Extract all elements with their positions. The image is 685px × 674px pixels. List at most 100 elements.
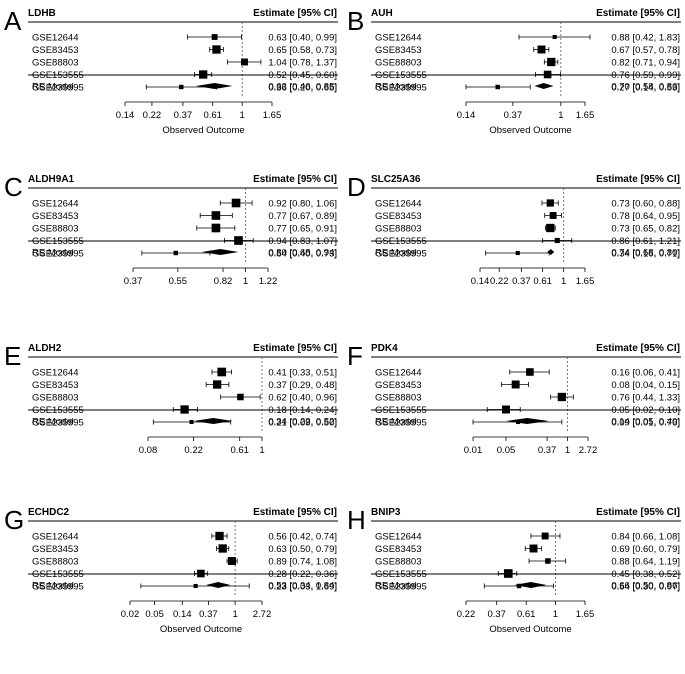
x-tick-label: 0.14	[471, 276, 490, 287]
study-label: GSE88803	[375, 557, 421, 568]
panel-letter: D	[347, 172, 366, 202]
estimate-value: 0.23 [0.03, 1.69]	[268, 582, 337, 593]
summary-value: 0.14 [0.05, 0.40]	[611, 417, 680, 428]
estimate-value: 0.56 [0.42, 0.74]	[268, 532, 337, 543]
panel-title: AUH	[371, 8, 393, 19]
point-estimate	[541, 532, 549, 540]
summary-value: 0.70 [0.58, 0.86]	[611, 82, 680, 93]
estimate-value: 0.63 [0.40, 0.99]	[268, 33, 337, 44]
x-tick-label: 0.61	[230, 445, 249, 456]
x-tick-label: 1	[558, 110, 563, 121]
x-tick-label: 0.37	[174, 110, 193, 121]
estimate-header: Estimate [95% CI]	[596, 343, 680, 354]
point-estimate	[241, 58, 248, 66]
summary-value: 0.66 [0.50, 0.86]	[611, 581, 680, 592]
estimate-value: 0.78 [0.64, 0.95]	[611, 211, 680, 222]
x-tick-label: 0.22	[457, 609, 476, 620]
estimate-header: Estimate [95% CI]	[253, 8, 337, 19]
study-label: GSE12644	[375, 33, 421, 44]
estimate-value: 0.41 [0.33, 0.51]	[268, 368, 337, 379]
summary-label: RE Model	[375, 581, 417, 592]
estimate-value: 0.65 [0.58, 0.73]	[268, 45, 337, 56]
estimate-value: 0.77 [0.67, 0.89]	[268, 211, 337, 222]
x-tick-label: 1	[240, 110, 245, 121]
summary-value: 0.53 [0.34, 0.84]	[268, 581, 337, 592]
study-label: GSE83453	[32, 45, 78, 56]
summary-value: 0.80 [0.68, 0.94]	[268, 248, 337, 259]
x-tick-label: 0.61	[517, 609, 536, 620]
x-tick-label: 0.14	[116, 110, 135, 121]
estimate-header: Estimate [95% CI]	[596, 8, 680, 19]
estimate-value: 0.62 [0.40, 0.96]	[268, 393, 337, 404]
panel-a: A LDHB Estimate [95% CI] GSE12644 0.63 [0.40…	[4, 6, 338, 136]
study-label: GSE88803	[375, 393, 421, 404]
estimate-value: 0.09 [0.01, 0.76]	[611, 418, 680, 429]
estimate-value: 0.37 [0.29, 0.48]	[268, 380, 337, 391]
x-tick-label: 1	[232, 609, 237, 620]
study-label: GSE235995	[375, 249, 427, 260]
summary-label: RE Model	[32, 248, 74, 259]
study-label: GSE83453	[32, 380, 78, 391]
point-estimate	[237, 393, 244, 401]
x-tick-label: 1.65	[263, 110, 282, 121]
study-label: GSE235995	[32, 582, 84, 593]
study-label: GSE12644	[32, 532, 78, 543]
panel-title: LDHB	[28, 8, 56, 19]
x-axis-label: Observed Outcome	[489, 125, 571, 136]
estimate-value: 0.77 [0.65, 0.91]	[268, 224, 337, 235]
point-estimate	[211, 34, 218, 40]
x-tick-label: 0.22	[143, 110, 162, 121]
x-tick-label: 0.61	[203, 110, 222, 121]
panel-e: E ALDH2 Estimate [95% CI] GSE12644 0.41 [0.3…	[4, 341, 338, 456]
panel-h: H BNIP3 Estimate [95% CI] GSE12644 0.84 [0.6…	[347, 505, 681, 635]
study-label: GSE12644	[32, 199, 78, 210]
panel-b: B AUH Estimate [95% CI] GSE12644 0.88 [0.42,…	[347, 6, 681, 136]
panel-title: PDK4	[371, 343, 398, 354]
panel-letter: H	[347, 505, 366, 535]
x-tick-label: 2.72	[253, 609, 272, 620]
estimate-header: Estimate [95% CI]	[253, 174, 337, 185]
x-tick-label: 0.08	[139, 445, 158, 456]
estimate-header: Estimate [95% CI]	[253, 507, 337, 518]
panel-letter: G	[4, 505, 24, 535]
x-tick-label: 1	[243, 276, 248, 287]
study-label: GSE88803	[375, 224, 421, 235]
panel-letter: C	[4, 172, 23, 202]
point-estimate	[217, 367, 227, 377]
summary-label: RE Model	[375, 417, 417, 428]
panel-title: ECHDC2	[28, 507, 70, 518]
x-tick-label: 0.82	[214, 276, 233, 287]
x-tick-label: 0.01	[464, 445, 483, 456]
point-estimate	[211, 223, 221, 233]
estimate-value: 0.92 [0.80, 1.06]	[268, 199, 337, 210]
study-label: GSE235995	[32, 83, 84, 94]
summary-label: RE Model	[32, 82, 74, 93]
point-estimate	[546, 223, 555, 233]
point-estimate	[557, 392, 566, 402]
study-label: GSE12644	[375, 532, 421, 543]
study-label: GSE235995	[32, 249, 84, 260]
study-label: GSE88803	[32, 557, 78, 568]
point-estimate	[529, 544, 538, 553]
study-label: GSE235995	[375, 582, 427, 593]
x-tick-label: 0.37	[199, 609, 218, 620]
point-estimate	[549, 212, 557, 219]
study-label: GSE88803	[32, 393, 78, 404]
study-label: GSE83453	[375, 211, 421, 222]
point-estimate	[231, 198, 241, 208]
panel-f: F PDK4 Estimate [95% CI] GSE12644 0.16 [0.06…	[347, 341, 681, 456]
panel-title: BNIP3	[371, 507, 401, 518]
panel-g: G ECHDC2 Estimate [95% CI] GSE12644 0.56 [0.…	[4, 505, 338, 635]
panel-d: D SLC25A36 Estimate [95% CI] GSE12644 0.73 […	[347, 172, 681, 287]
panel-letter: A	[4, 6, 22, 36]
x-tick-label: 0.37	[512, 276, 531, 287]
estimate-value: 0.73 [0.60, 0.88]	[611, 199, 680, 210]
study-label: GSE12644	[32, 368, 78, 379]
estimate-value: 0.84 [0.66, 1.08]	[611, 532, 680, 543]
estimate-value: 0.88 [0.42, 1.83]	[611, 33, 680, 44]
x-tick-label: 0.55	[169, 276, 188, 287]
x-tick-label: 1	[565, 445, 570, 456]
summary-value: 0.63 [0.46, 0.85]	[268, 82, 337, 93]
estimate-value: 0.67 [0.57, 0.78]	[611, 45, 680, 56]
